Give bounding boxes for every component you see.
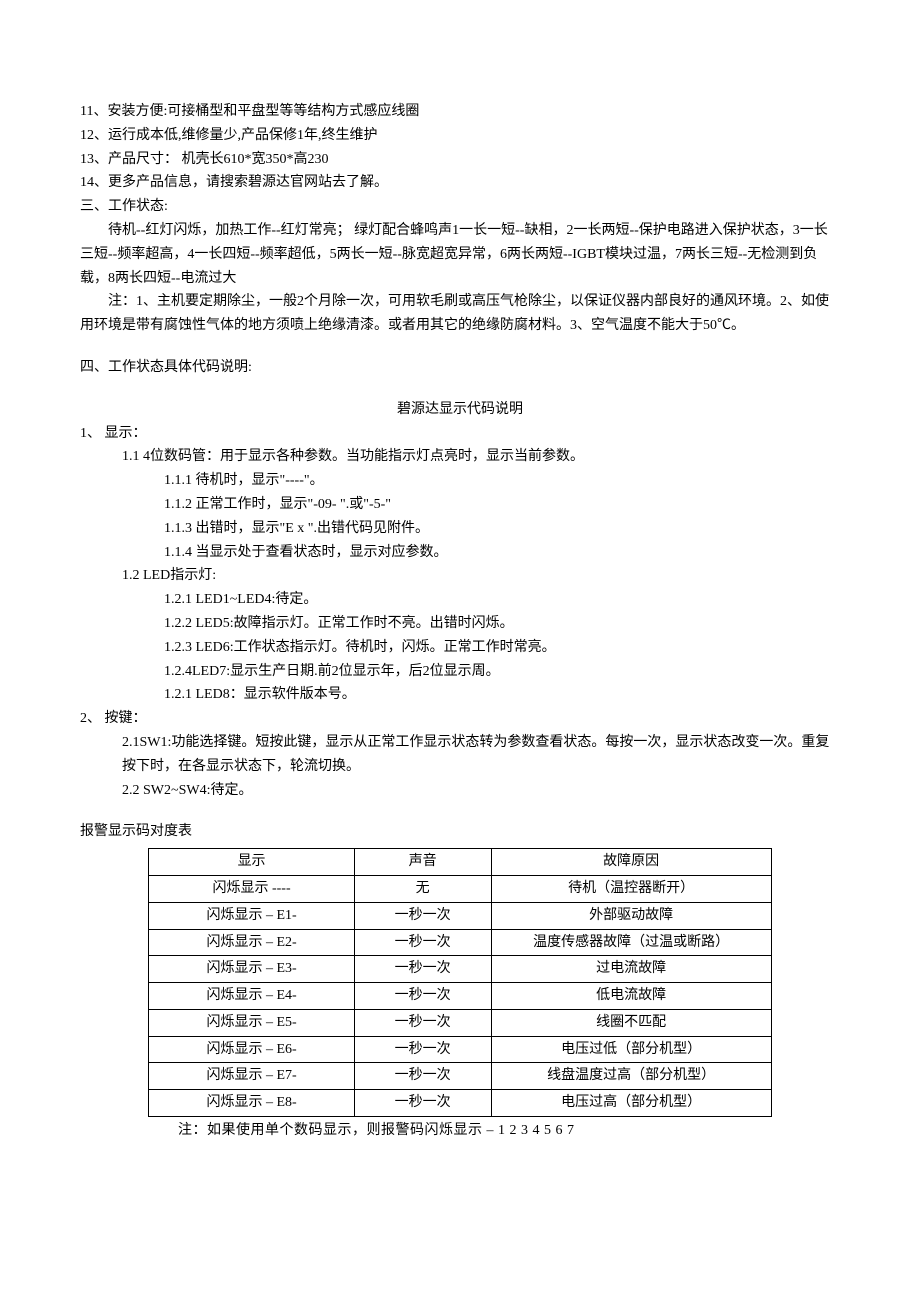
- table-cell: 待机（温控器断开）: [491, 875, 771, 902]
- table-row: 闪烁显示 – E7-一秒一次线盘温度过高（部分机型）: [149, 1063, 771, 1090]
- table-cell: 闪烁显示 – E3-: [149, 956, 354, 983]
- table-row: 闪烁显示 – E5-一秒一次线圈不匹配: [149, 1009, 771, 1036]
- table-row: 闪烁显示 – E6-一秒一次电压过低（部分机型）: [149, 1036, 771, 1063]
- section-4-1-2-5: 1.2.1 LED8：显示软件版本号。: [164, 683, 840, 707]
- table-cell: 闪烁显示 – E7-: [149, 1063, 354, 1090]
- table-col-reason: 故障原因: [491, 849, 771, 876]
- table-body: 闪烁显示 ----无待机（温控器断开）闪烁显示 – E1-一秒一次外部驱动故障闪…: [149, 875, 771, 1116]
- alarm-code-table: 显示 声音 故障原因 闪烁显示 ----无待机（温控器断开）闪烁显示 – E1-…: [148, 848, 771, 1117]
- section-4-subtitle: 碧源达显示代码说明: [80, 398, 840, 422]
- section-4-1-1-3: 1.1.3 出错时，显示"E x ".出错代码见附件。: [164, 517, 840, 541]
- table-cell: 一秒一次: [354, 1009, 491, 1036]
- section-4-2-head: 2、 按键：: [80, 707, 840, 731]
- table-header-row: 显示 声音 故障原因: [149, 849, 771, 876]
- table-cell: 一秒一次: [354, 983, 491, 1010]
- table-row: 闪烁显示 – E4-一秒一次低电流故障: [149, 983, 771, 1010]
- table-cell: 电压过低（部分机型）: [491, 1036, 771, 1063]
- table-cell: 闪烁显示 – E1-: [149, 902, 354, 929]
- table-cell: 闪烁显示 – E8-: [149, 1090, 354, 1117]
- table-cell: 一秒一次: [354, 1090, 491, 1117]
- table-col-display: 显示: [149, 849, 354, 876]
- section-4-1-1-2: 1.1.2 正常工作时，显示"-09- ".或"-5-": [164, 493, 840, 517]
- table-cell: 无: [354, 875, 491, 902]
- table-cell: 闪烁显示 – E5-: [149, 1009, 354, 1036]
- table-row: 闪烁显示 – E2-一秒一次温度传感器故障（过温或断路）: [149, 929, 771, 956]
- section-4-1-2-1: 1.2.1 LED1~LED4:待定。: [164, 588, 840, 612]
- table-row: 闪烁显示 – E3-一秒一次过电流故障: [149, 956, 771, 983]
- section-4-1-2-3: 1.2.3 LED6:工作状态指示灯。待机时，闪烁。正常工作时常亮。: [164, 636, 840, 660]
- list-item-14: 14、更多产品信息，请搜索碧源达官网站去了解。: [80, 171, 840, 195]
- table-section-title: 报警显示码对度表: [80, 820, 840, 844]
- section-3-para-2: 注：1、主机要定期除尘，一般2个月除一次，可用软毛刷或高压气枪除尘，以保证仪器内…: [80, 290, 840, 338]
- table-cell: 线圈不匹配: [491, 1009, 771, 1036]
- table-cell: 温度传感器故障（过温或断路）: [491, 929, 771, 956]
- section-4-1-2-4: 1.2.4LED7:显示生产日期.前2位显示年，后2位显示周。: [164, 660, 840, 684]
- table-cell: 过电流故障: [491, 956, 771, 983]
- table-footnote: 注：如果使用单个数码显示，则报警码闪烁显示 – 1 2 3 4 5 6 7: [80, 1119, 840, 1143]
- table-row: 闪烁显示 – E8-一秒一次电压过高（部分机型）: [149, 1090, 771, 1117]
- table-cell: 电压过高（部分机型）: [491, 1090, 771, 1117]
- section-3-para-1: 待机--红灯闪烁，加热工作--红灯常亮； 绿灯配合蜂鸣声1一长一短--缺相，2一…: [80, 219, 840, 290]
- table-cell: 低电流故障: [491, 983, 771, 1010]
- table-cell: 闪烁显示 – E4-: [149, 983, 354, 1010]
- section-4-1-head: 1、 显示：: [80, 422, 840, 446]
- table-cell: 闪烁显示 – E2-: [149, 929, 354, 956]
- section-4-1-1-1: 1.1.1 待机时，显示"----"。: [164, 469, 840, 493]
- table-cell: 外部驱动故障: [491, 902, 771, 929]
- table-row: 闪烁显示 ----无待机（温控器断开）: [149, 875, 771, 902]
- list-item-12: 12、运行成本低,维修量少,产品保修1年,终生维护: [80, 124, 840, 148]
- table-cell: 闪烁显示 ----: [149, 875, 354, 902]
- section-4-2-2: 2.2 SW2~SW4:待定。: [122, 779, 840, 803]
- section-4-2-1: 2.1SW1:功能选择键。短按此键，显示从正常工作显示状态转为参数查看状态。每按…: [122, 731, 840, 779]
- section-3-title: 三、工作状态:: [80, 195, 840, 219]
- section-4-1-1-4: 1.1.4 当显示处于查看状态时，显示对应参数。: [164, 541, 840, 565]
- table-cell: 一秒一次: [354, 1063, 491, 1090]
- section-4-1-2: 1.2 LED指示灯:: [122, 564, 840, 588]
- section-4-title: 四、工作状态具体代码说明:: [80, 356, 840, 380]
- section-4-1-2-2: 1.2.2 LED5:故障指示灯。正常工作时不亮。出错时闪烁。: [164, 612, 840, 636]
- table-cell: 一秒一次: [354, 902, 491, 929]
- table-cell: 一秒一次: [354, 1036, 491, 1063]
- table-cell: 闪烁显示 – E6-: [149, 1036, 354, 1063]
- table-col-sound: 声音: [354, 849, 491, 876]
- section-4-1-1: 1.1 4位数码管：用于显示各种参数。当功能指示灯点亮时，显示当前参数。: [122, 445, 840, 469]
- list-item-13: 13、产品尺寸： 机壳长610*宽350*高230: [80, 148, 840, 172]
- list-item-11: 11、安装方便:可接桶型和平盘型等等结构方式感应线圈: [80, 100, 840, 124]
- table-cell: 线盘温度过高（部分机型）: [491, 1063, 771, 1090]
- table-cell: 一秒一次: [354, 929, 491, 956]
- table-cell: 一秒一次: [354, 956, 491, 983]
- table-row: 闪烁显示 – E1-一秒一次外部驱动故障: [149, 902, 771, 929]
